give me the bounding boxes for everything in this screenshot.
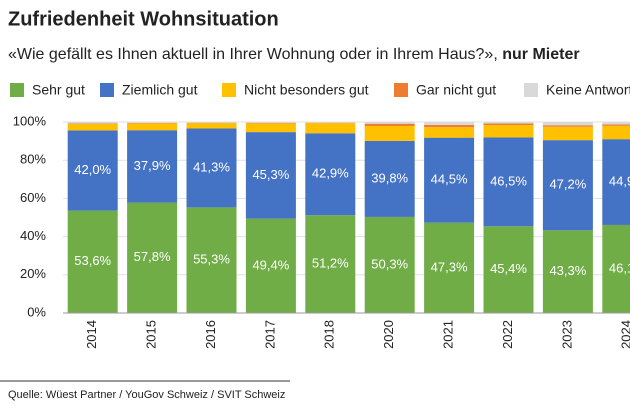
- bar-segment: [245, 123, 296, 133]
- value-label: 37,9%: [134, 158, 171, 173]
- value-label: 42,0%: [74, 162, 111, 177]
- y-tick-label: 40%: [20, 228, 46, 243]
- bar-segment: [67, 122, 118, 124]
- bar-segment: [602, 224, 630, 313]
- bar-segment: [602, 125, 630, 140]
- y-tick-label: 0%: [27, 304, 46, 319]
- value-label: 45,4%: [490, 261, 527, 276]
- x-tick-label: 2022: [500, 320, 515, 349]
- bar-segment: [186, 207, 237, 313]
- value-label: 46,5%: [490, 173, 527, 188]
- bar-segment: [245, 122, 296, 124]
- bar-segment: [602, 139, 630, 225]
- bar-segment: [542, 126, 593, 141]
- x-tick-label: 2015: [144, 320, 159, 349]
- legend-label: Nicht besonders gut: [244, 82, 369, 98]
- bar-segment: [424, 127, 475, 138]
- value-label: 46,1%: [609, 260, 630, 275]
- bar-segment: [127, 123, 178, 131]
- x-tick-label: 2018: [322, 320, 337, 349]
- value-label: 47,3%: [431, 259, 468, 274]
- bar-segment: [364, 122, 415, 124]
- bar-segment: [186, 123, 237, 129]
- bar-segment: [483, 226, 534, 313]
- y-tick-label: 80%: [20, 152, 46, 167]
- subtitle-text: «Wie gefällt es Ihnen aktuell in Ihrer W…: [8, 46, 498, 63]
- bar-segment: [67, 123, 118, 124]
- bar-segment: [483, 123, 534, 126]
- value-label: 53,6%: [74, 253, 111, 268]
- bar-segment: [67, 123, 118, 131]
- bar-segment: [483, 137, 534, 227]
- bar-segment: [424, 124, 475, 128]
- y-tick-label: 100%: [13, 113, 47, 128]
- bar-segment: [127, 130, 178, 203]
- legend-label: Ziemlich gut: [122, 82, 198, 98]
- x-tick-label: 2016: [203, 320, 218, 349]
- subtitle-emphasis: nur Mieter: [502, 46, 579, 63]
- bar-segment: [305, 123, 356, 134]
- bar-segment: [364, 123, 415, 127]
- y-tick-label: 60%: [20, 190, 46, 205]
- bar-segment: [424, 222, 475, 313]
- legend-swatch: [10, 83, 24, 97]
- bar-segment: [364, 126, 415, 141]
- legend-label: Sehr gut: [32, 82, 85, 98]
- value-label: 43,3%: [549, 263, 586, 278]
- value-label: 50,3%: [371, 256, 408, 271]
- x-tick-label: 2023: [559, 320, 574, 349]
- bar-segment: [305, 215, 356, 313]
- bar-segment: [305, 133, 356, 216]
- source: Quelle: Wüest Partner / YouGov Schweiz /…: [8, 389, 285, 401]
- value-label: 51,2%: [312, 256, 349, 271]
- chart-title: Zufriedenheit Wohnsituation: [8, 8, 279, 30]
- bar-segment: [127, 122, 178, 123]
- value-label: 45,3%: [252, 167, 289, 182]
- value-label: 44,5%: [431, 172, 468, 187]
- bar-segment: [364, 216, 415, 313]
- value-label: 55,3%: [193, 252, 230, 267]
- bar-segment: [602, 124, 630, 126]
- bar-segment: [483, 122, 534, 124]
- bar-segment: [483, 125, 534, 138]
- bar-segment: [602, 122, 630, 125]
- y-tick-label: 20%: [20, 266, 46, 281]
- value-label: 57,8%: [134, 249, 171, 264]
- bar-segment: [186, 128, 237, 208]
- legend-label: Gar nicht gut: [416, 82, 496, 98]
- bar-segment: [424, 122, 475, 125]
- bar-segment: [67, 210, 118, 313]
- value-label: 44,9%: [609, 174, 630, 189]
- x-tick-label: 2017: [262, 320, 277, 349]
- legend-swatch: [222, 83, 236, 97]
- value-label: 42,9%: [312, 166, 349, 181]
- x-tick-label: 2020: [381, 320, 396, 349]
- bar-segment: [245, 122, 296, 123]
- value-label: 47,2%: [549, 177, 586, 192]
- x-tick-label: 2024: [619, 320, 630, 349]
- value-label: 41,3%: [193, 159, 230, 174]
- bar-segment: [364, 140, 415, 217]
- bar-segment: [67, 130, 118, 211]
- x-tick-label: 2021: [441, 320, 456, 349]
- legend-swatch: [100, 83, 114, 97]
- legend-swatch: [394, 83, 408, 97]
- value-label: 39,8%: [371, 170, 408, 185]
- bar-segment: [542, 125, 593, 127]
- chart-subtitle: «Wie gefällt es Ihnen aktuell in Ihrer W…: [8, 46, 580, 63]
- bar-segment: [424, 137, 475, 223]
- value-label: 49,4%: [252, 257, 289, 272]
- bar-segment: [542, 230, 593, 313]
- legend-label: Keine Antwort / weiss nicht: [546, 82, 630, 98]
- bar-segment: [186, 122, 237, 123]
- x-tick-label: 2014: [84, 320, 99, 349]
- legend-swatch: [524, 83, 538, 97]
- bar-segment: [245, 132, 296, 219]
- bar-segment: [245, 218, 296, 313]
- bar-segment: [542, 140, 593, 231]
- bar-segment: [542, 122, 593, 126]
- bar-segment: [305, 122, 356, 123]
- bar-segment: [127, 202, 178, 313]
